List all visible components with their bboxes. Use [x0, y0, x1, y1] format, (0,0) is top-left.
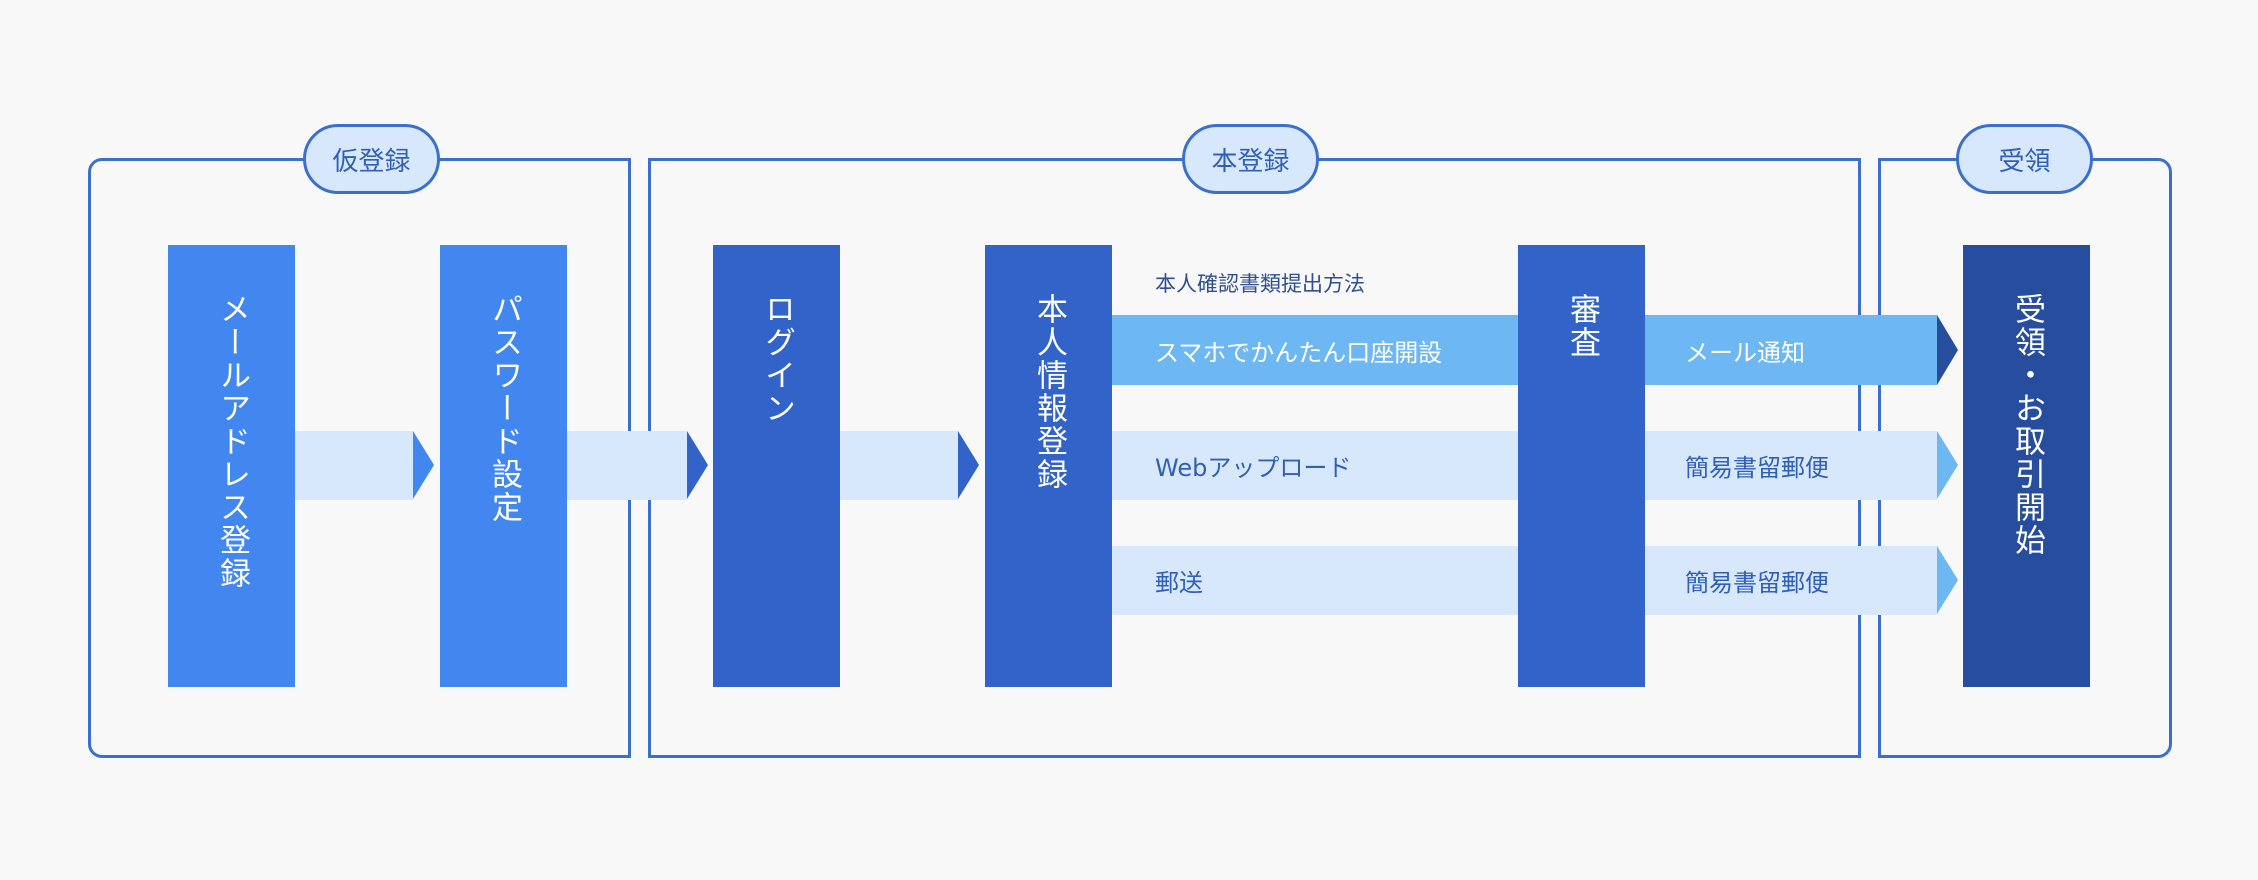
connector-2 — [567, 431, 687, 500]
step-label: 審査 — [1564, 293, 1600, 359]
step-label: 受領・お取引開始 — [2009, 293, 2045, 557]
delivery-label: 簡易書留郵便 — [1685, 454, 1829, 482]
delivery-label: 簡易書留郵便 — [1685, 569, 1829, 597]
arrow-head-icon — [1937, 546, 1958, 614]
method-row-mail — [1112, 546, 1518, 615]
arrow-head-icon — [413, 431, 434, 499]
step-review: 審査 — [1518, 245, 1645, 687]
group-label-provisional: 仮登録 — [303, 124, 440, 194]
arrow-head-icon — [958, 431, 979, 499]
step-password-setup: パスワード設定 — [440, 245, 567, 687]
method-label: スマホでかんたん口座開設 — [1155, 338, 1443, 367]
step-login: ログイン — [713, 245, 840, 687]
method-row-smartphone — [1112, 315, 1518, 385]
delivery-row-registered-mail — [1645, 546, 1937, 615]
method-label: 郵送 — [1155, 569, 1203, 597]
submission-methods-heading: 本人確認書類提出方法 — [1155, 272, 1365, 296]
method-label: Webアップロード — [1155, 454, 1352, 482]
arrow-head-icon — [1937, 431, 1958, 499]
step-label: パスワード設定 — [486, 293, 522, 524]
step-email-registration: メールアドレス登録 — [168, 245, 295, 687]
arrow-head-icon — [687, 431, 708, 499]
delivery-label: メール通知 — [1685, 338, 1805, 367]
connector-3 — [840, 431, 958, 500]
method-row-web — [1112, 431, 1518, 500]
arrow-head-icon — [1937, 315, 1958, 385]
step-receipt-start-trading: 受領・お取引開始 — [1963, 245, 2090, 687]
step-label: 本人情報登録 — [1031, 293, 1067, 491]
delivery-row-registered-mail — [1645, 431, 1937, 500]
connector-1 — [295, 431, 413, 500]
step-personal-info: 本人情報登録 — [985, 245, 1112, 687]
step-label: メールアドレス登録 — [214, 293, 250, 590]
step-label: ログイン — [759, 293, 795, 425]
delivery-row-email — [1645, 315, 1937, 385]
group-label-receipt: 受領 — [1956, 124, 2093, 194]
group-label-main: 本登録 — [1182, 124, 1319, 194]
